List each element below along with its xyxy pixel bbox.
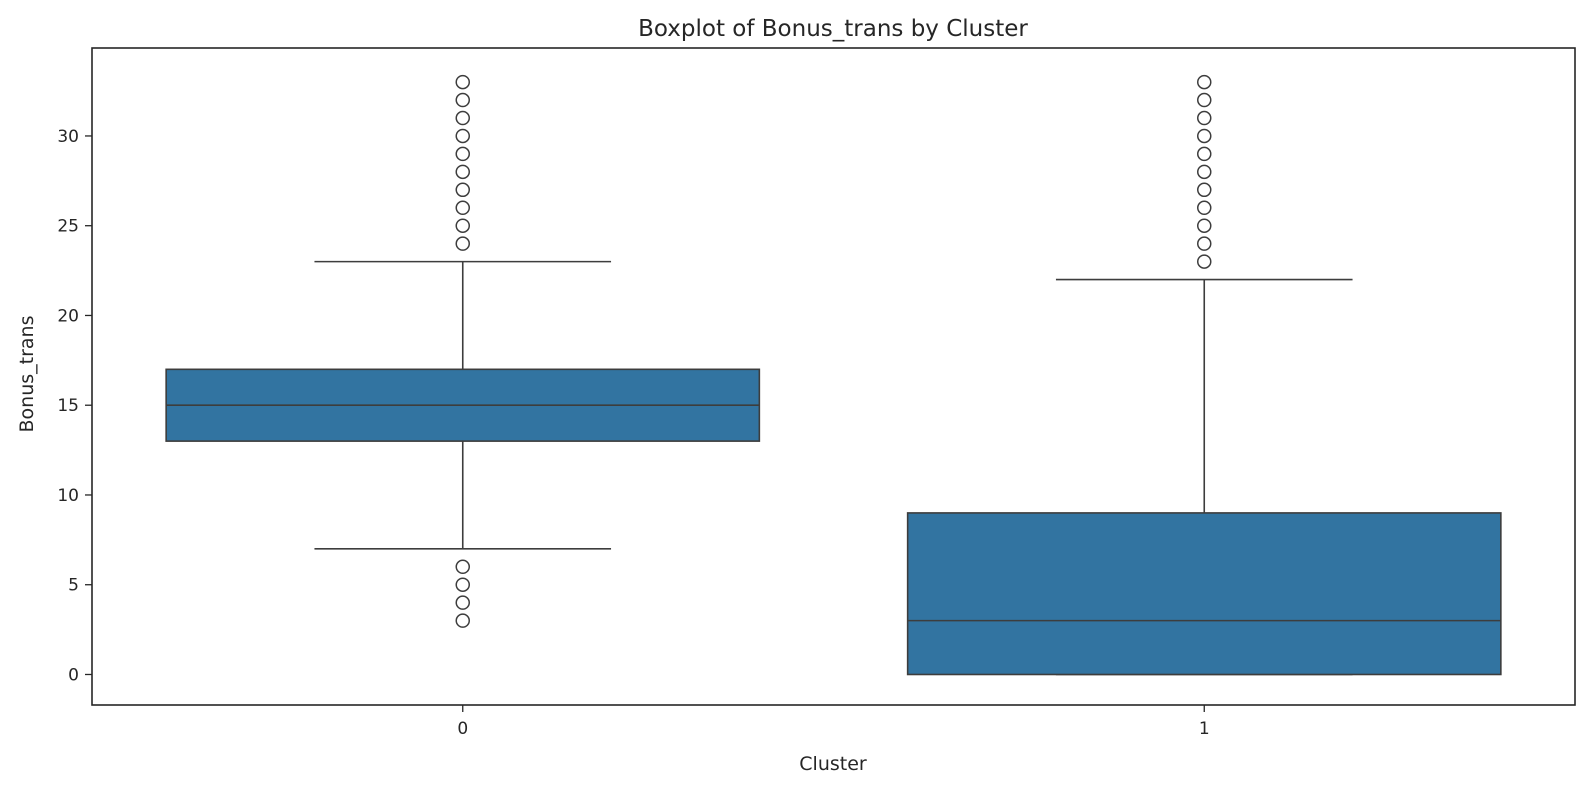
outlier-point — [1197, 254, 1212, 269]
outlier-point — [1197, 74, 1212, 90]
outlier-point — [455, 110, 470, 126]
y-tick-label: 20 — [57, 306, 79, 326]
outlier-point — [455, 146, 470, 162]
y-tick-label: 15 — [57, 396, 79, 416]
y-tick-label: 30 — [57, 127, 79, 147]
outlier-point — [1197, 110, 1212, 126]
outlier-point — [455, 128, 470, 144]
outlier-point — [455, 236, 470, 251]
outlier-point — [455, 595, 470, 610]
outlier-point — [455, 164, 470, 180]
outlier-point — [455, 613, 470, 628]
x-tick-label: 0 — [457, 719, 468, 739]
plot-layer: 0 5 10 15 20 25 30 0 1 — [57, 47, 1576, 739]
y-tick-label: 0 — [68, 665, 79, 685]
outlier-point — [1197, 164, 1212, 180]
outlier-point — [1197, 128, 1212, 144]
y-axis-label: Bonus_trans — [16, 316, 38, 433]
y-tick-label: 25 — [57, 217, 79, 237]
x-axis-label: Cluster — [799, 753, 867, 775]
plot-frame — [91, 47, 1576, 706]
outlier-point — [455, 182, 470, 198]
chart-title: Boxplot of Bonus_trans by Cluster — [638, 16, 1028, 42]
outlier-point — [455, 218, 470, 233]
outlier-point — [455, 577, 470, 592]
y-tick-label: 10 — [57, 486, 79, 506]
outlier-point — [1197, 218, 1212, 233]
outlier-point — [1197, 236, 1212, 251]
x-tick-label: 1 — [1199, 719, 1210, 739]
box-1 — [906, 512, 1502, 676]
outlier-point — [455, 559, 470, 575]
outlier-point — [1197, 92, 1212, 108]
y-tick-label: 5 — [68, 576, 79, 596]
outlier-point — [1197, 146, 1212, 162]
outlier-point — [1197, 200, 1212, 216]
outlier-point — [455, 200, 470, 216]
outlier-point — [455, 92, 470, 108]
outlier-point — [1197, 182, 1212, 198]
outlier-point — [455, 74, 470, 90]
